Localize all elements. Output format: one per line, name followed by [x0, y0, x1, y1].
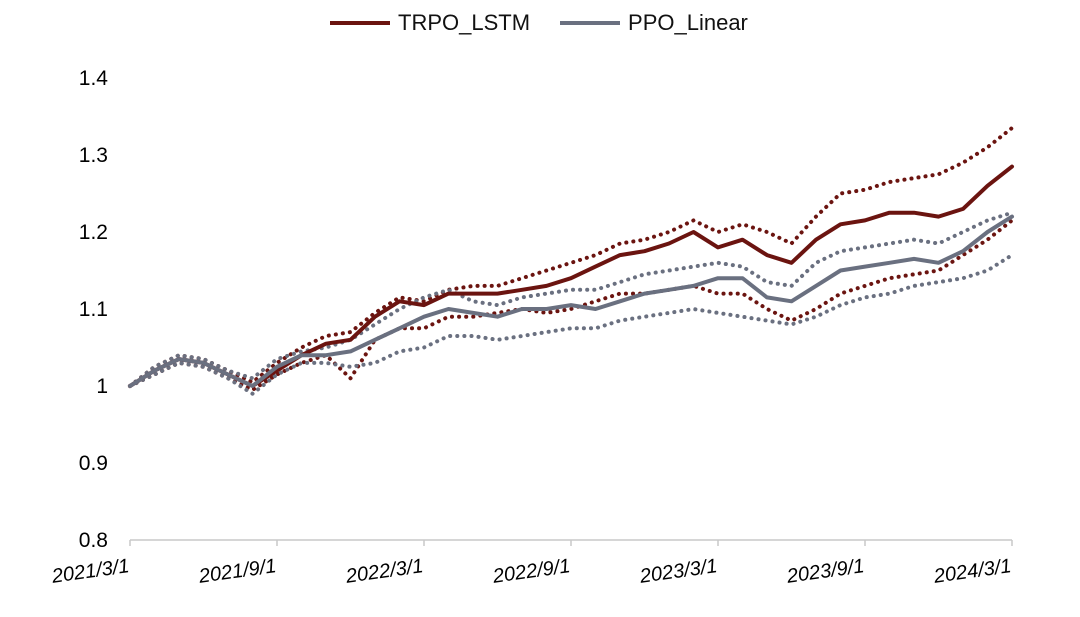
x-tick-label: 2022/9/1: [491, 555, 572, 588]
legend-label-ppo-linear: PPO_Linear: [628, 10, 748, 35]
x-tick-label: 2024/3/1: [932, 555, 1013, 588]
y-tick-label: 0.8: [79, 529, 108, 552]
legend-label-trpo-lstm: TRPO_LSTM: [398, 10, 531, 35]
legend-item-trpo-lstm: TRPO_LSTM: [330, 10, 530, 36]
x-tick-label: 2023/3/1: [638, 555, 719, 588]
series-trpo-lstm-upper-band-line: [128, 126, 1014, 388]
y-tick-label: 1.3: [79, 144, 108, 167]
y-tick-label: 0.9: [79, 452, 108, 475]
series-trpo-lstm-line: [128, 164, 1014, 388]
x-tick-label: 2021/3/1: [50, 555, 131, 588]
y-tick-label: 1: [96, 375, 108, 398]
series-trpo-lstm-lower-band-line: [128, 218, 1014, 392]
legend-swatch-ppo-linear: [560, 21, 621, 25]
series-ppo-linear-upper-band-line: [128, 210, 1014, 388]
chart-legend: TRPO_LSTM PPO_Linear: [330, 10, 748, 36]
y-tick-label: 1.2: [79, 221, 108, 244]
x-tick-label: 2022/3/1: [344, 555, 425, 588]
y-tick-label: 1.4: [79, 67, 109, 90]
legend-item-ppo-linear: PPO_Linear: [560, 10, 748, 36]
chart-axes: 0.8 0.9 1 1.1 1.2 1.3 1.4 2021/3/1 2021/9/1 2022/…: [50, 67, 1013, 588]
chart-series: [128, 126, 1014, 396]
series-ppo-linear-lower-band-line: [128, 253, 1014, 396]
x-tick-label: 2021/9/1: [197, 555, 278, 588]
x-tick-label: 2023/9/1: [785, 555, 866, 588]
legend-swatch-trpo-lstm: [330, 21, 390, 25]
series-ppo-linear-line: [128, 214, 1014, 388]
y-tick-label: 1.1: [79, 298, 108, 321]
